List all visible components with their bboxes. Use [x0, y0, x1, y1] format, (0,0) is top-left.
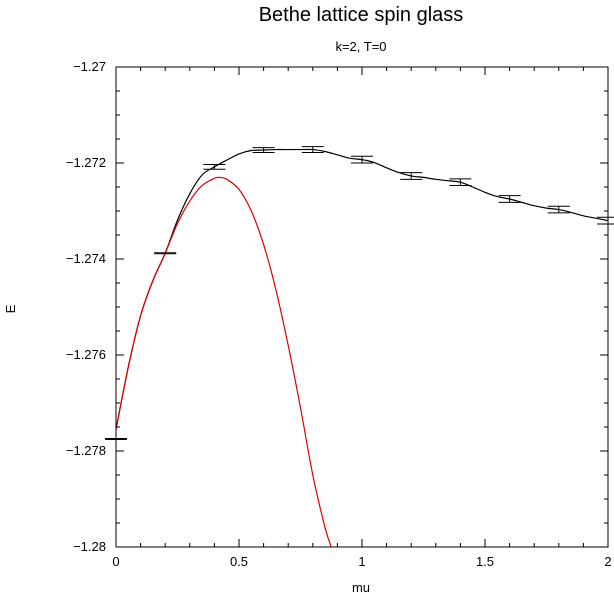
- x-tick-label: 2: [604, 554, 611, 569]
- x-axis-label: mu: [352, 580, 370, 595]
- plot-frame: [115, 66, 609, 548]
- y-tick-label: −1.28: [73, 539, 106, 554]
- errorbar-point: [252, 147, 275, 153]
- y-axis-label: E: [3, 304, 18, 313]
- errorbar-point: [400, 172, 423, 180]
- plot-curves: [116, 148, 608, 547]
- errorbar-point: [449, 178, 472, 187]
- x-tick-label: 1: [358, 554, 365, 569]
- red-fit-curve: [116, 176, 332, 547]
- chart-subtitle: k=2, T=0: [335, 39, 386, 54]
- errorbar-point: [301, 146, 324, 153]
- y-tick-label: −1.27: [73, 59, 106, 74]
- y-tick-label: −1.278: [66, 443, 106, 458]
- y-tick-label: −1.272: [66, 155, 106, 170]
- errorbar-point: [498, 195, 521, 203]
- x-tick-label: 0: [112, 554, 119, 569]
- errorbar-point: [351, 155, 373, 164]
- x-tick-label: 1.5: [476, 554, 494, 569]
- y-tick-label: −1.274: [66, 251, 106, 266]
- errorbar-point: [203, 163, 226, 170]
- plot-tick-labels: 0 0.5 1 1.5 2 −1.28 −1.278 −1.276 −1.274 −1.272 −1…: [66, 59, 612, 569]
- errorbar-point: [547, 205, 570, 214]
- chart-title: Bethe lattice spin glass: [259, 4, 464, 26]
- errorbar-point: [154, 252, 177, 255]
- black-fit-curve: [116, 148, 608, 430]
- plot-errorbars: [105, 146, 614, 440]
- plot-ticks: [115, 66, 609, 548]
- x-tick-label: 0.5: [230, 554, 248, 569]
- y-tick-label: −1.276: [66, 347, 106, 362]
